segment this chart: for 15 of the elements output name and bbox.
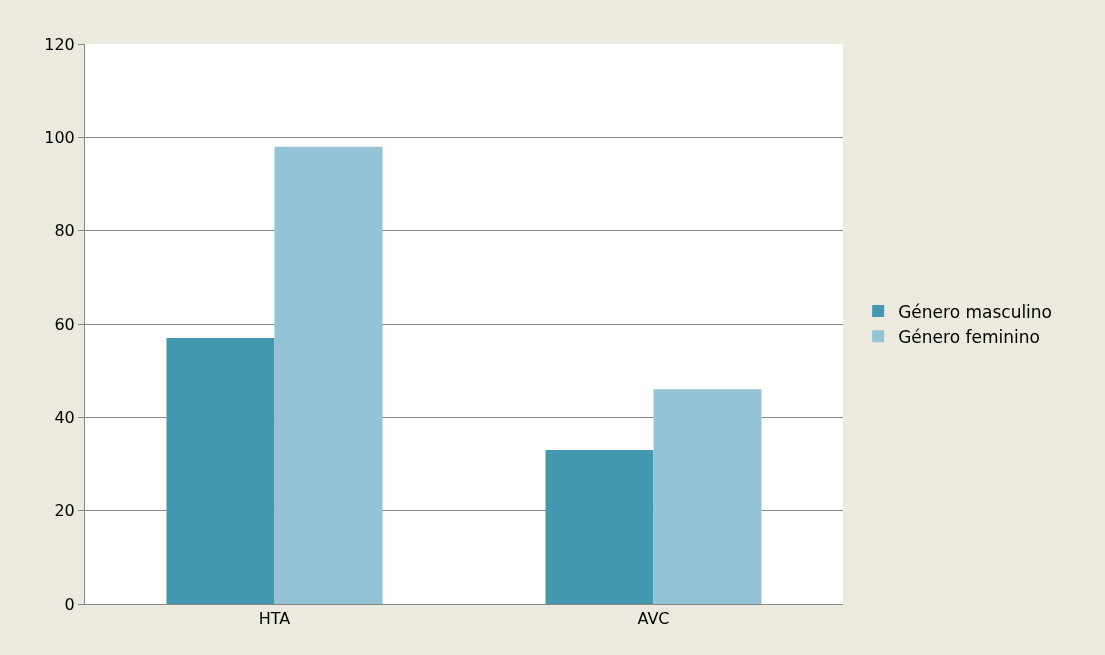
- y-tick-label: 80: [54, 221, 75, 241]
- bar: [545, 450, 654, 604]
- bar: [653, 389, 762, 604]
- y-tick-label: 120: [44, 34, 75, 54]
- x-tick-label: HTA: [258, 609, 291, 629]
- y-tick-label: 40: [54, 407, 75, 427]
- legend-label: Género masculino: [898, 301, 1053, 322]
- y-tick-label: 60: [54, 314, 75, 334]
- bar: [166, 338, 275, 604]
- y-tick-label: 20: [54, 501, 75, 521]
- bar: [274, 146, 383, 604]
- y-tick-label: 0: [64, 594, 75, 614]
- legend-label: Género feminino: [898, 326, 1040, 347]
- x-tick-label: AVC: [637, 609, 670, 629]
- y-tick-label: 100: [44, 127, 75, 147]
